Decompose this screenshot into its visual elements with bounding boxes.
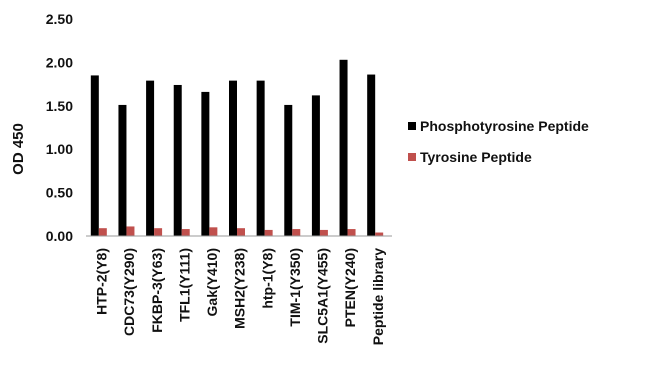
phosphotyrosine-bar bbox=[339, 59, 348, 236]
legend: Phosphotyrosine Peptide Tyrosine Peptide bbox=[408, 118, 589, 165]
tyrosine-bar bbox=[264, 229, 273, 236]
tyrosine-bar bbox=[375, 232, 384, 236]
tyrosine-bar bbox=[154, 228, 163, 236]
x-tick-label: HTP-2(Y8) bbox=[94, 248, 110, 315]
phosphotyrosine-bar bbox=[173, 84, 182, 236]
bars bbox=[90, 59, 384, 237]
tyrosine-bar bbox=[347, 229, 356, 236]
tyrosine-bar bbox=[237, 228, 245, 236]
phosphotyrosine-bar bbox=[367, 74, 376, 236]
x-tick-label: TIM-1(Y350) bbox=[287, 248, 303, 327]
phosphotyrosine-bar bbox=[118, 104, 127, 236]
y-tick-label: 2.50 bbox=[46, 11, 73, 27]
legend-label: Tyrosine Peptide bbox=[420, 149, 532, 165]
y-tick-label: 0.00 bbox=[46, 228, 73, 244]
phosphotyrosine-bar bbox=[201, 91, 210, 236]
x-tick-label: TFL1(Y111) bbox=[176, 248, 192, 322]
legend-label: Phosphotyrosine Peptide bbox=[420, 118, 589, 134]
x-tick-label: PTEN(Y240) bbox=[342, 248, 358, 327]
phosphotyrosine-bar bbox=[229, 80, 237, 237]
x-tick-label: Gak(Y410) bbox=[204, 248, 220, 316]
tyrosine-bar bbox=[126, 226, 135, 236]
tyrosine-bar bbox=[292, 229, 301, 236]
x-axis-labels: HTP-2(Y8) CDC73(Y290) FKBP-3(Y63) TFL1(Y111… bbox=[94, 248, 386, 345]
phosphotyrosine-bar bbox=[256, 80, 265, 237]
x-tick-label: htp-1(Y8) bbox=[259, 248, 275, 309]
x-tick-label: SLC5A1(Y455) bbox=[315, 248, 331, 344]
phosphotyrosine-bar bbox=[311, 95, 320, 236]
tyrosine-bar bbox=[209, 227, 218, 236]
y-tick-label: 0.50 bbox=[46, 185, 73, 201]
legend-swatch-tyrosine bbox=[408, 153, 416, 161]
phosphotyrosine-bar bbox=[90, 75, 99, 236]
tyrosine-bar bbox=[319, 229, 328, 236]
legend-swatch-phosphotyrosine bbox=[408, 122, 416, 130]
tyrosine-bar bbox=[98, 228, 107, 236]
x-tick-label: Peptide library bbox=[370, 248, 386, 345]
phosphotyrosine-bar bbox=[146, 80, 155, 237]
x-tick-label: FKBP-3(Y63) bbox=[149, 248, 165, 333]
y-axis-title: OD 450 bbox=[10, 123, 27, 175]
y-tick-label: 2.00 bbox=[46, 54, 73, 70]
y-tick-label: 1.50 bbox=[46, 98, 73, 114]
phosphotyrosine-bar bbox=[284, 104, 293, 236]
tyrosine-bar bbox=[181, 229, 190, 236]
x-tick-label: CDC73(Y290) bbox=[121, 248, 137, 336]
x-tick-label: MSH2(Y238) bbox=[232, 248, 248, 329]
y-axis: 0.00 0.50 1.00 1.50 2.00 2.50 bbox=[46, 11, 73, 244]
y-tick-label: 1.00 bbox=[46, 141, 73, 157]
